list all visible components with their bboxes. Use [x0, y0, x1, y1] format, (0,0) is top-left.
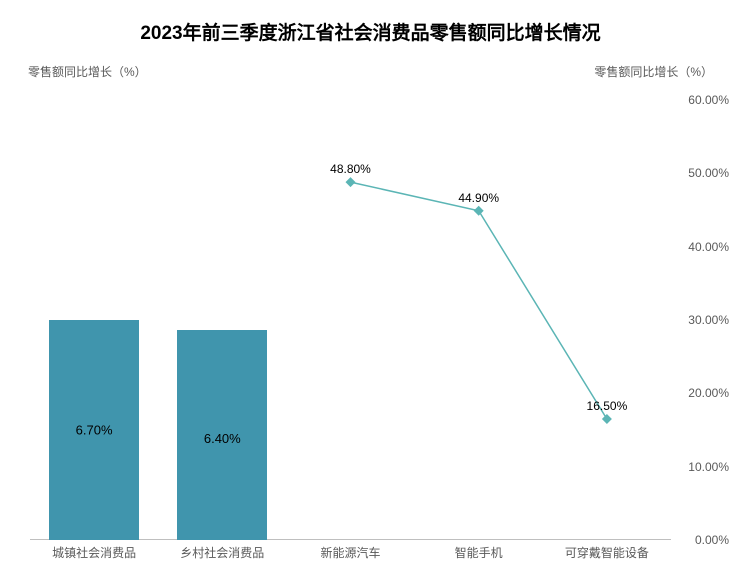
y-axis-right: 0.00%10.00%20.00%30.00%40.00%50.00%60.00… — [675, 100, 729, 540]
chart-subtitles: 零售额同比增长（%） 零售额同比增长（%） — [10, 63, 731, 91]
chart-container: 2023年前三季度浙江省社会消费品零售额同比增长情况 零售额同比增长（%） 零售… — [0, 0, 741, 588]
y-tick-label: 0.00% — [695, 533, 729, 547]
y-tick-label: 50.00% — [688, 166, 729, 180]
x-axis-labels: 城镇社会消费品 乡村社会消费品 新能源汽车 智能手机 可穿戴智能设备 — [30, 544, 671, 572]
chart-title: 2023年前三季度浙江省社会消费品零售额同比增长情况 — [10, 18, 731, 45]
y-tick-label: 20.00% — [688, 386, 729, 400]
x-tick-label: 新能源汽车 — [320, 544, 380, 561]
x-tick-label: 可穿戴智能设备 — [565, 544, 649, 561]
y-axis-left-title: 零售额同比增长（%） — [28, 63, 147, 80]
y-tick-label: 30.00% — [688, 313, 729, 327]
y-tick-label: 60.00% — [688, 93, 729, 107]
line-marker — [346, 177, 356, 187]
plot-area: 6.70% 6.40% 48.80% 44.90% 16.50% — [30, 100, 671, 540]
line-marker — [602, 414, 612, 424]
y-axis-right-title: 零售额同比增长（%） — [594, 63, 713, 80]
line-value-label: 48.80% — [330, 162, 371, 176]
x-tick-label: 智能手机 — [455, 544, 503, 561]
y-tick-label: 10.00% — [688, 460, 729, 474]
line-value-label: 16.50% — [587, 399, 628, 413]
y-tick-label: 40.00% — [688, 240, 729, 254]
line-value-label: 44.90% — [458, 191, 499, 205]
line-marker — [474, 206, 484, 216]
bar-value-label: 6.70% — [76, 423, 113, 438]
bar-value-label: 6.40% — [204, 431, 241, 439]
x-tick-label: 乡村社会消费品 — [180, 544, 264, 561]
x-tick-label: 城镇社会消费品 — [52, 544, 136, 561]
